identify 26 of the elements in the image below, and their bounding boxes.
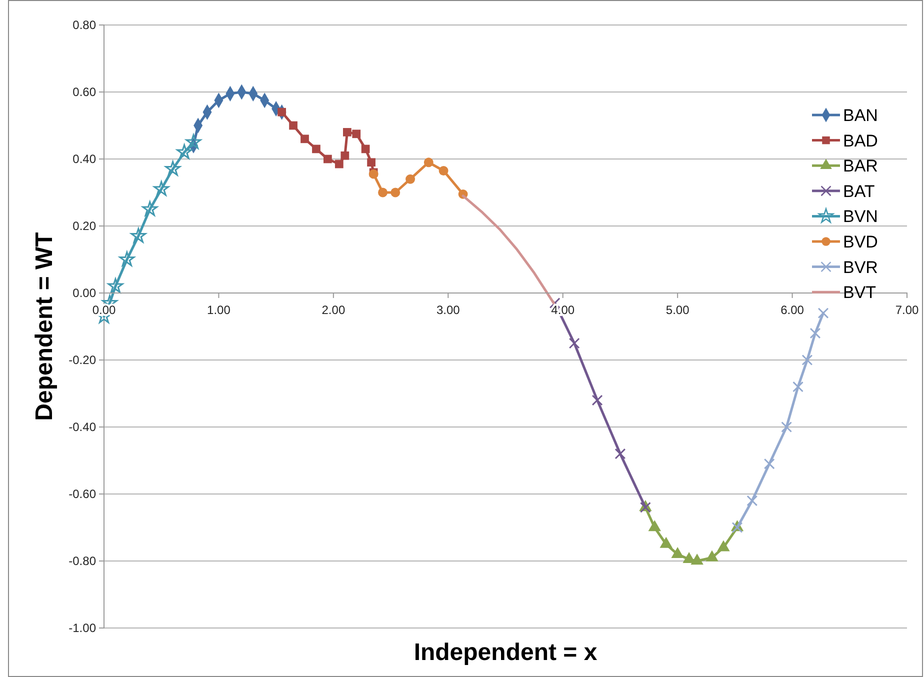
x-tick-label: 6.00 bbox=[780, 303, 804, 318]
legend-label: BAT bbox=[843, 182, 875, 201]
y-tick-label: -0.40 bbox=[68, 420, 96, 434]
legend-label: BVR bbox=[843, 258, 878, 277]
y-tick-label: -1.00 bbox=[68, 620, 96, 635]
x-tick-label: 3.00 bbox=[436, 303, 460, 318]
legend-label: BAN bbox=[843, 106, 878, 125]
x-tick-label: 2.00 bbox=[322, 303, 346, 318]
y-tick-label: 0.20 bbox=[72, 218, 96, 233]
y-tick-label: 0.80 bbox=[72, 18, 96, 32]
y-tick-label: 0.00 bbox=[72, 286, 96, 300]
x-tick-label: 5.00 bbox=[666, 303, 690, 318]
y-tick-label: -0.60 bbox=[68, 486, 96, 501]
legend-label: BVD bbox=[843, 232, 878, 252]
y-tick-label: 0.40 bbox=[72, 152, 96, 166]
x-axis-title: Independent = x bbox=[414, 639, 598, 666]
legend-label: BAD bbox=[843, 131, 878, 150]
y-axis-title: Dependent = WT bbox=[31, 232, 58, 421]
y-tick-label: -0.20 bbox=[68, 352, 96, 367]
y-tick-label: -0.80 bbox=[68, 554, 96, 568]
legend-label: BVN bbox=[843, 207, 878, 226]
x-tick-label: 1.00 bbox=[207, 303, 231, 318]
y-tick-label: 0.60 bbox=[72, 84, 96, 99]
x-tick-label: 7.00 bbox=[895, 303, 919, 318]
legend-label: BAR bbox=[843, 156, 878, 176]
legend-label: BVT bbox=[843, 283, 876, 302]
